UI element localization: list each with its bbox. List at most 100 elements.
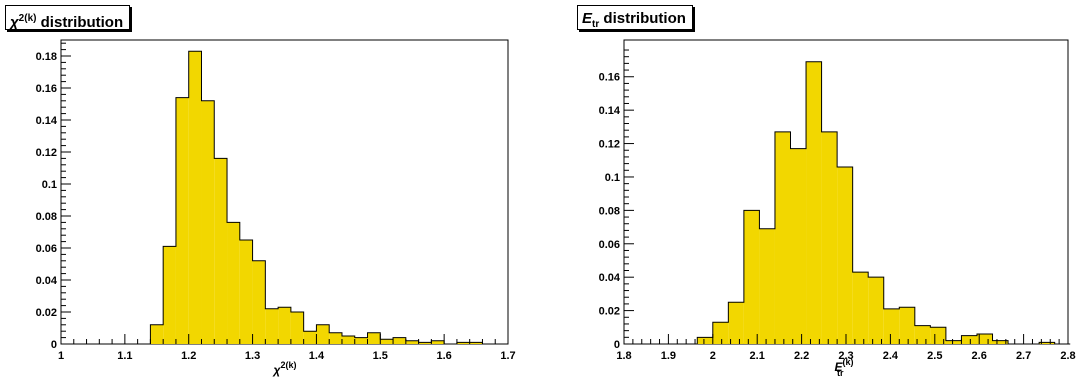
histogram-bar [852, 272, 869, 344]
y-tick-label: 0 [51, 339, 57, 351]
plot-frame [60, 39, 509, 345]
histogram-bar [883, 308, 900, 344]
chart-title: χ2(k) distribution [5, 5, 131, 31]
histogram-bar [961, 335, 977, 344]
title-text: distribution [40, 14, 124, 31]
y-tick-label: 0.08 [599, 205, 620, 217]
histogram-bar [930, 327, 946, 344]
histogram-bar [188, 51, 202, 344]
histogram-bar [837, 166, 853, 344]
histogram-bar [456, 342, 470, 344]
x-axis-label: χ2(k) [272, 360, 297, 377]
histogram-bar [1039, 342, 1055, 344]
x-tick-label: 1.9 [661, 350, 676, 362]
x-tick-label: 2.8 [1060, 350, 1075, 362]
histogram-bar [774, 131, 791, 344]
x-tick-label: 2.3 [838, 350, 853, 362]
y-tick-label: 0.04 [599, 272, 621, 284]
histogram-plot: 1.8 1.9 2 2.1 2.2 2.3 2.4 2.5 2.6 2.7 2.8 0 0.02 0.04… [599, 39, 1076, 378]
y-tick-label: 0.04 [36, 275, 58, 287]
histogram-bar [278, 307, 291, 344]
x-tick-label: 1.7 [500, 350, 515, 362]
y-tick-label: 0.02 [599, 306, 620, 318]
y-tick-label: 0.06 [36, 243, 57, 255]
histogram-bar [201, 100, 215, 344]
histogram-bar [290, 312, 304, 344]
y-tick-label: 0.1 [605, 172, 620, 184]
x-tick-label: 1.4 [309, 350, 325, 362]
y-tick-label: 0.12 [599, 139, 620, 151]
x-tick-label: 1.8 [616, 350, 631, 362]
y-tick-label: 0.16 [36, 83, 57, 95]
x-tick-label: 1.1 [117, 350, 132, 362]
histogram-bar [380, 339, 394, 344]
y-tick-label: 0 [614, 339, 620, 351]
histogram-bar [899, 307, 915, 344]
histogram-bar [214, 158, 228, 344]
histogram-bar [469, 342, 483, 344]
y-tick-label: 0.16 [599, 72, 620, 84]
y-tick-label: 0.14 [599, 105, 621, 117]
histogram-bar [418, 342, 432, 344]
y-tick-label: 0.12 [36, 147, 57, 159]
histogram-bar [354, 337, 368, 344]
histogram-bar [367, 332, 381, 344]
x-tick-label: 1.5 [373, 350, 388, 362]
x-tick-label: 1.6 [436, 350, 451, 362]
x-tick-label: 2.1 [750, 350, 765, 362]
y-tick-label: 0.02 [36, 307, 57, 319]
title-symbol: χ [10, 14, 19, 31]
histogram-outline [149, 50, 483, 345]
title-text: distribution [603, 10, 686, 27]
histogram-bar [759, 228, 775, 344]
x-tick-label: 2.4 [883, 350, 899, 362]
histogram-bar [697, 337, 713, 344]
x-tick-label: 1.2 [181, 350, 196, 362]
chart-etr: Etr distribution 1.8 1.9 2 2.1 2.2 2.3 2.4 2.5 2… [538, 0, 1076, 378]
histogram-bar [150, 324, 164, 344]
histogram-outline [696, 61, 1071, 345]
histogram-bar [992, 340, 1009, 344]
y-tick-label: 0.08 [36, 211, 57, 223]
y-tick-label: 0.14 [36, 115, 58, 127]
histogram-bar [806, 61, 822, 344]
histogram-bar [945, 340, 962, 344]
title-superscript: 2(k) [18, 13, 37, 24]
histogram-plot: 1 1.1 1.2 1.3 1.4 1.5 1.6 1.7 0 0.02 0.04 0.06 0.08 0… [36, 39, 516, 377]
y-tick-label: 0.1 [42, 179, 57, 191]
x-tick-label: 2.2 [794, 350, 809, 362]
y-tick-label: 0.06 [599, 239, 620, 251]
x-tick-label: 2.5 [927, 350, 942, 362]
histogram-bar [868, 277, 884, 344]
x-tick-label: 2 [710, 350, 716, 362]
histogram-bar [329, 332, 342, 344]
chart-title: Etr distribution [577, 5, 693, 30]
histogram-bar [163, 246, 176, 344]
histogram-bar [712, 322, 729, 344]
y-tick-label: 0.18 [36, 51, 57, 63]
chart-chi2: χ2(k) distribution 1 1.1 1.2 1.3 1.4 1.5 1.6 1.… [5, 5, 516, 377]
histogram-bar [341, 336, 355, 344]
histogram-bar [790, 148, 807, 344]
x-tick-label: 1.3 [245, 350, 260, 362]
histogram-bar [316, 324, 330, 344]
x-axis-label: E(k) tr [834, 357, 853, 378]
title-subscript: tr [592, 19, 600, 30]
histogram-bar [252, 260, 266, 344]
x-tick-label: 2.6 [972, 350, 987, 362]
histogram-bar [976, 333, 993, 344]
histogram-bar [431, 340, 445, 344]
histogram-bar [265, 308, 279, 344]
histogram-bar [303, 331, 317, 344]
x-tick-label: 2.7 [1016, 350, 1031, 362]
x-tick-label: 1 [58, 350, 64, 362]
histogram-bar [175, 97, 189, 344]
histogram-bar [405, 340, 419, 344]
histogram-bar [393, 337, 406, 344]
histogram-bar [239, 240, 253, 344]
histogram-bar [227, 222, 240, 344]
histogram-bar [821, 131, 838, 344]
title-symbol: E [582, 10, 593, 27]
histogram-bar [914, 325, 931, 344]
histogram-bar [728, 302, 744, 344]
